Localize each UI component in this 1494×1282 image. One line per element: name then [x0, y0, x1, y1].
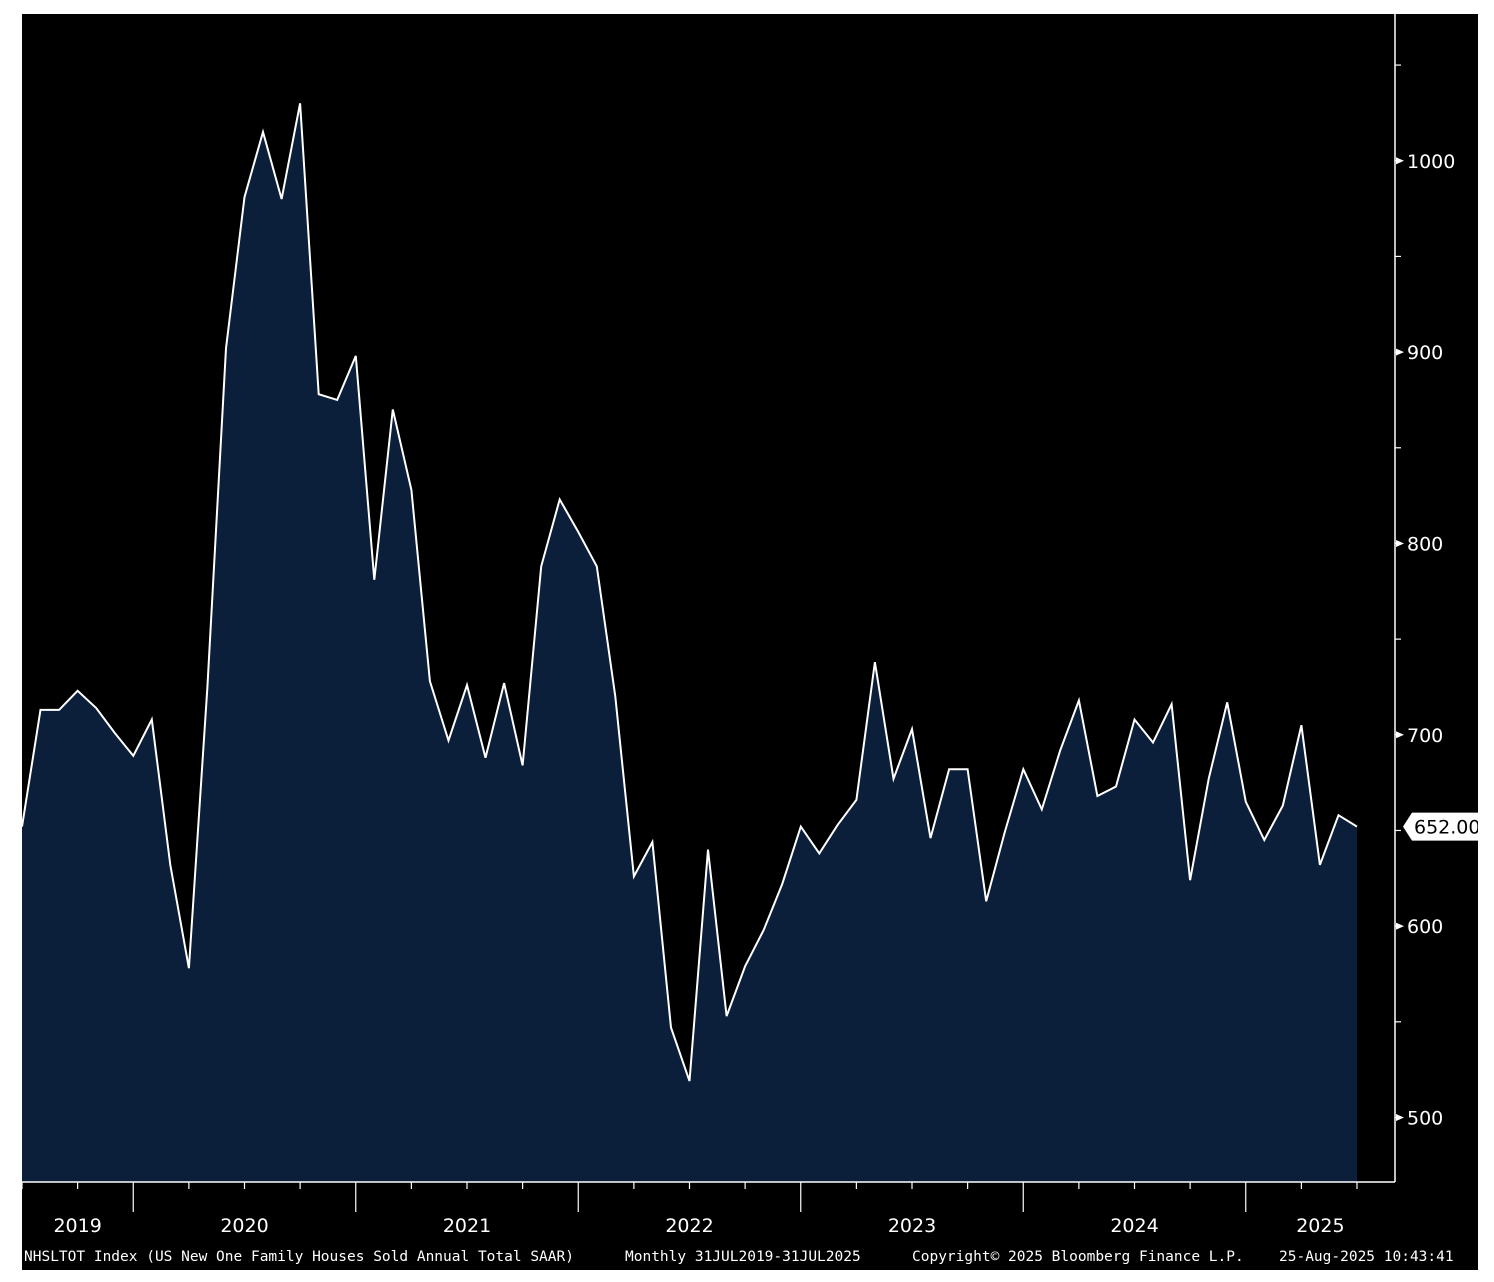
- footer-series: NHSLTOT Index (US New One Family Houses …: [24, 1249, 574, 1265]
- x-year-label: 2023: [888, 1215, 936, 1237]
- x-year-label: 2019: [53, 1215, 101, 1237]
- footer-timestamp: 25-Aug-2025 10:43:41: [1279, 1249, 1454, 1265]
- chart-canvas: 500 600 700 800 900 1000 2019 2020 2021 2022 2023…: [22, 14, 1478, 1237]
- y-tick-label: 600: [1407, 916, 1443, 938]
- y-major-tick: [1396, 539, 1404, 547]
- y-major-tick: [1396, 922, 1404, 930]
- y-major-tick: [1396, 348, 1404, 356]
- y-tick-label: 500: [1407, 1108, 1443, 1130]
- y-tick-label: 700: [1407, 725, 1443, 747]
- chart-frame: 500 600 700 800 900 1000 2019 2020 2021 2022 2023…: [22, 14, 1478, 1270]
- y-major-tick: [1396, 157, 1404, 165]
- last-value-label: 652.00: [1414, 817, 1478, 839]
- x-year-label: 2024: [1110, 1215, 1158, 1237]
- x-year-label: 2020: [220, 1215, 268, 1237]
- y-major-tick: [1396, 731, 1404, 739]
- y-major-tick: [1396, 1114, 1404, 1121]
- x-year-label: 2025: [1296, 1215, 1344, 1237]
- last-value-marker: 652.00: [1403, 812, 1478, 841]
- y-tick-label: 800: [1407, 533, 1443, 555]
- y-tick-label: 1000: [1407, 151, 1455, 173]
- chart-footer: NHSLTOT Index (US New One Family Houses …: [22, 1246, 1478, 1270]
- last-value-tag: [1403, 812, 1478, 841]
- y-tick-label: 900: [1407, 342, 1443, 364]
- footer-copyright: Copyright© 2025 Bloomberg Finance L.P.: [912, 1249, 1244, 1265]
- x-year-label: 2021: [443, 1215, 491, 1237]
- x-year-label: 2022: [665, 1215, 713, 1237]
- series-line: [22, 103, 1358, 1082]
- footer-range: Monthly 31JUL2019-31JUL2025: [625, 1249, 861, 1265]
- area-fill: [22, 103, 1357, 1182]
